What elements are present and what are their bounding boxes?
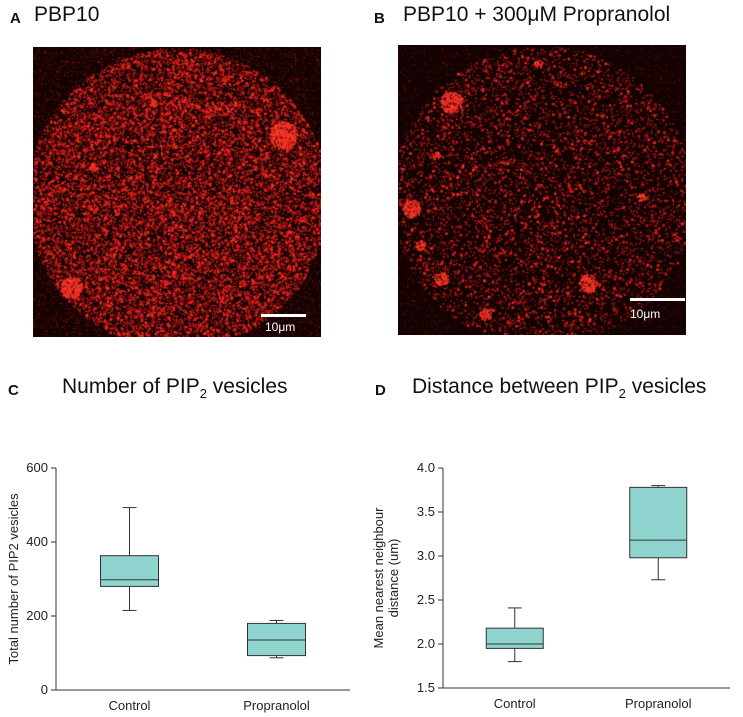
panel-a-title: PBP10 xyxy=(34,3,100,26)
panel-b-title: PBP10 + 300μM Propranolol xyxy=(403,3,671,26)
panel-b-letter: B xyxy=(374,10,385,27)
panel-c-title-main: Number of PIP xyxy=(62,375,200,398)
micrograph-pbp10-propranolol: 10μm xyxy=(398,45,686,335)
count-y-tick-label: 400 xyxy=(26,534,48,549)
panel-d-title-sub: 2 xyxy=(618,386,626,402)
distance-box xyxy=(485,627,544,649)
count-box xyxy=(100,555,159,587)
scale-bar-a-label: 10μm xyxy=(265,320,296,334)
count-x-tick-label: Control xyxy=(109,698,151,713)
count-y-tick-label: 600 xyxy=(26,460,48,475)
micrograph-pbp10: 10μm xyxy=(33,47,321,337)
distance-x-tick-label: Control xyxy=(494,696,536,711)
count-y-tick-label: 200 xyxy=(26,608,48,623)
distance-box xyxy=(629,486,688,559)
scale-bar-b-label: 10μm xyxy=(630,307,661,321)
panel-c-title-sub: 2 xyxy=(199,386,207,402)
panel-a-letter: A xyxy=(10,10,21,27)
distance-x-tick-label: Propranolol xyxy=(625,696,692,711)
distance-y-tick-label: 3.0 xyxy=(417,548,435,563)
panel-c-letter: C xyxy=(8,382,19,399)
panel-c-title: Number of PIP2 vesicles xyxy=(62,375,288,401)
distance-y-tick-label: 4.0 xyxy=(417,460,435,475)
distance-y-tick-label: 2.0 xyxy=(417,636,435,651)
distance-y-axis-label-line: Mean nearest neighbour xyxy=(371,507,386,649)
panel-d-title-end: vesicles xyxy=(625,375,707,398)
distance-y-axis-label-line: distance (um) xyxy=(386,539,401,618)
count-x-tick-label: Propranolol xyxy=(243,698,310,713)
distance-y-tick-label: 2.5 xyxy=(417,592,435,607)
panel-c-title-end: vesicles xyxy=(206,375,288,398)
chart-vesicle-count: 0 200 400 600 Control Propranolol Total number… xyxy=(6,460,350,713)
panel-d-title-main: Distance between PIP xyxy=(412,375,619,398)
panel-d-letter: D xyxy=(375,382,386,399)
scale-bar-a xyxy=(261,314,306,317)
scale-bar-b xyxy=(630,298,685,301)
count-y-axis-label: Total number of PIP2 vesicles xyxy=(6,493,21,665)
panel-d-title: Distance between PIP2 vesicles xyxy=(412,375,706,401)
count-y-tick-label: 0 xyxy=(41,682,48,697)
distance-y-tick-label: 1.5 xyxy=(417,680,435,695)
count-box xyxy=(247,622,306,657)
distance-y-tick-label: 3.5 xyxy=(417,504,435,519)
chart-nearest-neighbour: 1.5 2.0 2.5 3.0 3.5 4.0 Control Propranolol Mean… xyxy=(371,460,730,711)
